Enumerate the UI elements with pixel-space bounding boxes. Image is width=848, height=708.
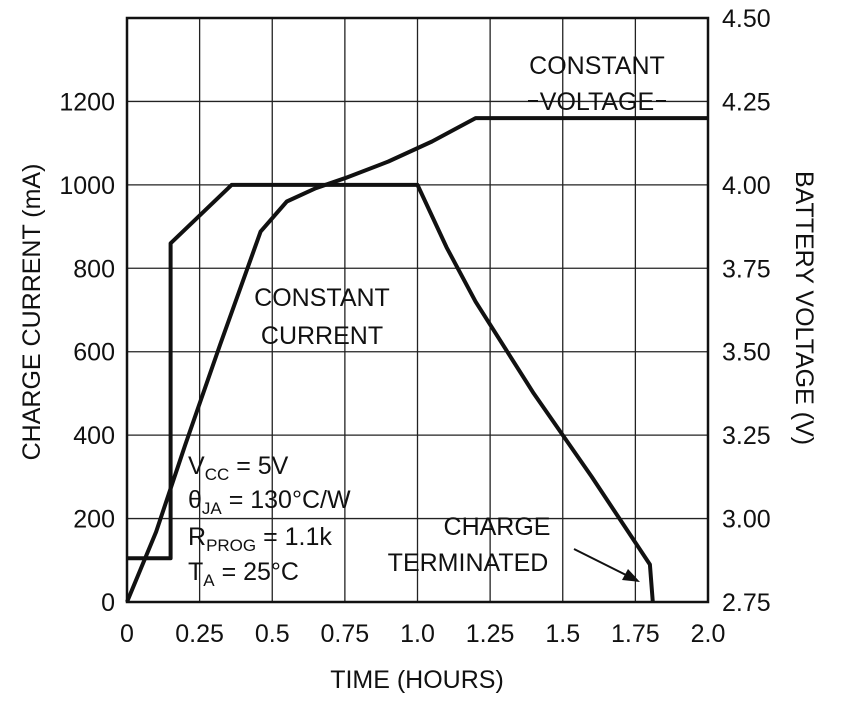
constant-voltage-label-line2: VOLTAGE xyxy=(540,88,654,116)
y-right-tick-label: 3.00 xyxy=(722,506,771,534)
constant-current-label-line1: CONSTANT xyxy=(254,284,390,312)
tick-labels: 0 0.25 0.5 0.75 1.0 1.25 1.5 1.75 2.0 0 200 400 600 8… xyxy=(59,5,770,648)
y-left-tick-label: 800 xyxy=(73,255,115,283)
charge-current-line xyxy=(127,182,655,603)
x-tick-label: 0.5 xyxy=(255,620,290,648)
charge-terminated-arrowhead xyxy=(622,569,640,582)
y-right-tick-label: 4.00 xyxy=(722,172,771,200)
y-right-tick-label: 3.25 xyxy=(722,422,771,450)
y-left-tick-label: 0 xyxy=(101,589,115,617)
y-right-tick-label: 2.75 xyxy=(722,589,771,617)
y-right-tick-label: 3.50 xyxy=(722,339,771,367)
charge-terminated-arrow xyxy=(573,548,631,578)
x-tick-label: 1.5 xyxy=(545,620,580,648)
x-tick-label: 1.75 xyxy=(611,620,660,648)
x-tick-label: 0.75 xyxy=(321,620,370,648)
y-left-tick-label: 1000 xyxy=(59,172,115,200)
condition-vcc: VCC = 5V xyxy=(188,452,289,484)
x-tick-label: 0.25 xyxy=(175,620,224,648)
battery-voltage-line xyxy=(125,116,708,603)
y-left-tick-label: 1200 xyxy=(59,88,115,116)
y-right-tick-label: 4.50 xyxy=(722,5,771,33)
charge-terminated-label-line2: TERMINATED xyxy=(388,549,549,577)
y-left-tick-label: 400 xyxy=(73,422,115,450)
plot-frame xyxy=(125,16,710,604)
condition-ta: TA = 25°C xyxy=(188,558,299,590)
x-tick-label: 1.0 xyxy=(400,620,435,648)
y-right-tick-label: 4.25 xyxy=(722,88,771,116)
x-tick-label: 2.0 xyxy=(691,620,726,648)
constant-voltage-label-line1: CONSTANT xyxy=(529,52,665,80)
constant-current-label-line2: CURRENT xyxy=(261,322,383,350)
x-axis-title: TIME (HOURS) xyxy=(330,666,504,694)
y-axis-right-title: BATTERY VOLTAGE (V) xyxy=(790,171,818,445)
condition-rprog: RPROG = 1.1k xyxy=(188,523,332,555)
y-left-tick-label: 200 xyxy=(73,506,115,534)
grid-lines xyxy=(126,18,709,603)
y-right-tick-label: 3.75 xyxy=(722,255,771,283)
x-tick-label: 0 xyxy=(120,620,134,648)
x-tick-label: 1.25 xyxy=(466,620,515,648)
charge-terminated-label-line1: CHARGE xyxy=(444,513,551,541)
y-axis-left-title: CHARGE CURRENT (mA) xyxy=(18,164,46,461)
series-layer xyxy=(125,116,708,603)
y-left-tick-label: 600 xyxy=(73,339,115,367)
condition-theta-ja: θJA = 130°C/W xyxy=(188,486,351,518)
